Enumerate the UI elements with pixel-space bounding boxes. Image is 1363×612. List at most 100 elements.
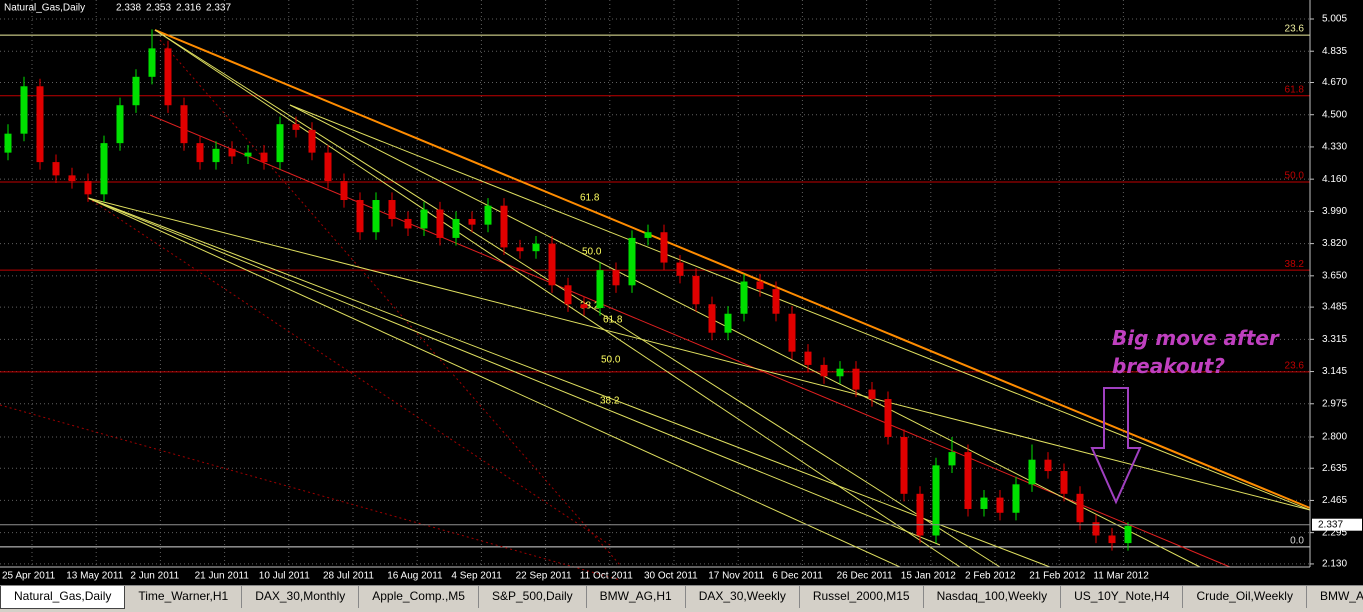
candle-body — [836, 368, 844, 377]
candle-body — [356, 200, 364, 233]
tab[interactable]: Nasdaq_100,Weekly — [924, 586, 1062, 608]
candle-body — [724, 313, 732, 333]
candle-body — [548, 243, 556, 286]
tab[interactable]: US_10Y_Note,H4 — [1061, 586, 1184, 608]
tab[interactable]: Russel_2000,M15 — [800, 586, 924, 608]
candle-body — [1092, 522, 1100, 536]
candle-body — [404, 218, 412, 229]
y-tick-label: 2.975 — [1322, 398, 1347, 409]
candle-body — [996, 497, 1004, 513]
fib-label: 23.6 — [1285, 361, 1305, 372]
candle-body — [420, 209, 428, 229]
candle-body — [196, 143, 204, 163]
candle-body — [228, 148, 236, 157]
x-tick-label: 10 Jul 2011 — [259, 571, 310, 582]
candle-body — [212, 148, 220, 163]
arrow — [1090, 387, 1142, 505]
candle-body — [788, 313, 796, 352]
y-tick-label: 4.160 — [1322, 174, 1347, 185]
candle-body — [324, 152, 332, 182]
candle-body — [68, 175, 76, 182]
fan-label: 38.2 — [600, 396, 620, 407]
fib-label: 0.0 — [1290, 536, 1304, 547]
tab[interactable]: Crude_Oil,Weekly — [1183, 586, 1307, 608]
tab[interactable]: Apple_Comp.,M5 — [359, 586, 479, 608]
fan-label: 61.8 — [603, 315, 623, 326]
y-tick-label: 3.650 — [1322, 270, 1347, 281]
candle-body — [948, 452, 956, 466]
y-tick-label: 4.670 — [1322, 77, 1347, 88]
y-tick-label: 2.130 — [1322, 559, 1347, 570]
trend-line — [87, 197, 941, 546]
candle-body — [1060, 471, 1068, 494]
candle-body — [580, 304, 588, 309]
candle-body — [468, 218, 476, 225]
x-tick-label: 28 Jul 2011 — [323, 571, 374, 582]
tab[interactable]: BMW_AG,Daily — [1307, 586, 1363, 608]
candle-body — [164, 48, 172, 106]
x-tick-label: 11 Oct 2011 — [580, 571, 633, 582]
x-tick-label: 4 Sep 2011 — [451, 571, 502, 582]
fan-label: 50.0 — [582, 247, 602, 258]
tab[interactable]: S&P_500,Daily — [479, 586, 587, 608]
candle-body — [1076, 493, 1084, 523]
fib-label: 50.0 — [1285, 171, 1305, 182]
candle-body — [868, 389, 876, 400]
candle-body — [276, 124, 284, 163]
trend-line — [289, 104, 1311, 511]
y-tick-label: 2.800 — [1322, 432, 1347, 443]
candle-body — [180, 105, 188, 144]
tab[interactable]: BMW_AG,H1 — [587, 586, 686, 608]
candle-body — [852, 368, 860, 390]
y-tick-label: 3.315 — [1322, 334, 1347, 345]
chart: Natural_Gas,Daily 61.8 50.0 38.2 61.8 50… — [0, 0, 1363, 585]
tab-bar: Natural_Gas,Daily Time_Warner,H1 DAX_30,Mo… — [0, 585, 1363, 612]
fib-label: 61.8 — [1285, 84, 1305, 95]
y-tick-label: 4.330 — [1322, 142, 1347, 153]
last-price-label: 2.337 — [1318, 519, 1343, 530]
y-tick-label: 3.485 — [1322, 302, 1347, 313]
x-tick-label: 11 Mar 2012 — [1093, 571, 1149, 582]
y-tick-label: 3.145 — [1322, 366, 1347, 377]
x-tick-label: 15 Jan 2012 — [901, 571, 956, 582]
trend-lines — [0, 29, 1311, 581]
tab[interactable]: Time_Warner,H1 — [125, 586, 243, 608]
candle-body — [980, 497, 988, 509]
candle-body — [932, 465, 940, 536]
y-tick-label: 4.500 — [1322, 109, 1347, 120]
candle-body — [340, 181, 348, 201]
x-tick-label: 30 Oct 2011 — [644, 571, 698, 582]
candle-body — [692, 275, 700, 305]
fan-label: 61.8 — [580, 193, 600, 204]
candle-body — [676, 262, 684, 276]
candle-body — [388, 200, 396, 219]
x-tick-label: 6 Dec 2011 — [772, 571, 823, 582]
x-tick-label: 21 Jun 2011 — [195, 571, 250, 582]
candle-body — [1108, 535, 1116, 544]
candle-body — [756, 281, 764, 290]
candle-body — [4, 133, 12, 153]
x-tick-label: 16 Aug 2011 — [387, 571, 443, 582]
candle-body — [772, 289, 780, 314]
tab[interactable]: DAX_30,Monthly — [242, 586, 360, 608]
trend-line — [154, 29, 961, 568]
y-tick-label: 2.465 — [1322, 495, 1347, 506]
background — [0, 0, 1363, 585]
candle-body — [628, 237, 636, 286]
quote: 2.353 — [146, 3, 171, 14]
candle-body — [84, 181, 92, 195]
trend-line — [154, 29, 1311, 509]
candle-body — [1028, 459, 1036, 485]
candle-body — [612, 270, 620, 286]
candle-body — [116, 105, 124, 144]
x-tick-label: 26 Dec 2011 — [837, 571, 893, 582]
tab[interactable]: Natural_Gas,Daily — [0, 586, 126, 609]
trend-line — [87, 197, 1051, 568]
y-tick-label: 3.820 — [1322, 238, 1347, 249]
fib-label: 38.2 — [1285, 259, 1305, 270]
candle-body — [900, 436, 908, 494]
tab[interactable]: DAX_30,Weekly — [686, 586, 800, 608]
candle-body — [916, 493, 924, 536]
x-tick-label: 2 Feb 2012 — [965, 571, 1016, 582]
candle-body — [708, 304, 716, 333]
